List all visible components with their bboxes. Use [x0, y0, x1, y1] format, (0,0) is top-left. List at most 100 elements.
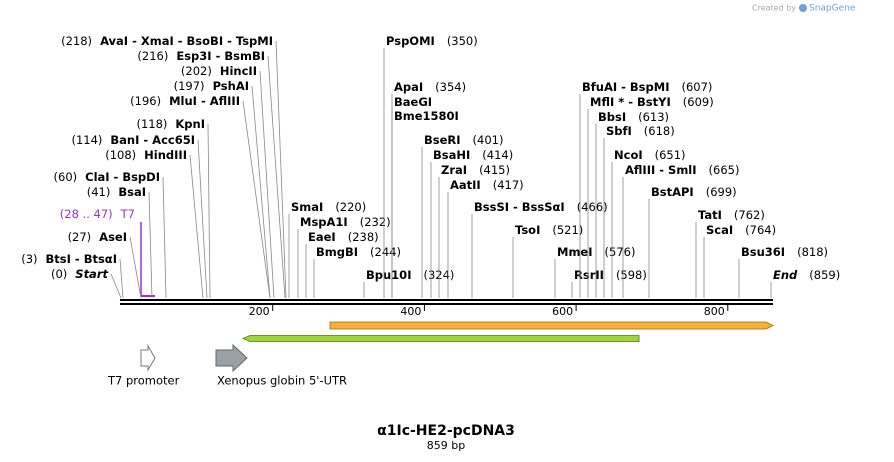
enzyme-site: (27)	[68, 230, 92, 244]
enzyme-name: NcoI	[614, 148, 643, 162]
enzyme-site: (118)	[136, 117, 167, 131]
enzyme-label: ScaI (764)	[706, 223, 776, 237]
enzyme-site: (41)	[87, 185, 111, 199]
enzyme-site: (350)	[447, 34, 478, 48]
enzyme-name: MmeI	[557, 245, 593, 259]
enzyme-site: (521)	[552, 223, 583, 237]
enzyme-name: BssSI - BssSαI	[474, 200, 565, 214]
feature-name: T7 promoter	[107, 374, 180, 388]
enzyme-site: (415)	[479, 163, 510, 177]
enzyme-name: TatI	[698, 208, 722, 222]
enzyme-label: (3) BtsI - BtsαI	[21, 252, 117, 266]
enzyme-label: (27) AseI	[68, 230, 127, 244]
enzyme-label: BseRI (401)	[424, 133, 503, 147]
map-length: 859 bp	[427, 439, 465, 452]
feature-name: Xenopus globin 5'-UTR	[217, 374, 347, 388]
enzyme-name: ClaI - BspDI	[85, 170, 160, 184]
enzyme-name: BmgBI	[316, 245, 358, 259]
enzyme-name: Bme1580I	[394, 109, 459, 123]
enzyme-site: (354)	[435, 80, 466, 94]
orange-feature	[329, 321, 774, 330]
logo: SnapGene	[809, 4, 856, 14]
enzyme-label: (218) AvaI - XmaI - BsoBI - TspMI	[61, 34, 273, 48]
enzyme-site: (216)	[137, 49, 168, 63]
enzyme-label: MspA1I (232)	[300, 215, 391, 229]
backbone-top	[120, 299, 773, 301]
enzyme-site: (238)	[348, 230, 379, 244]
enzyme-name: ApaI	[394, 80, 423, 94]
ruler-label: 200	[249, 305, 270, 318]
enzyme-site: (607)	[681, 80, 712, 94]
enzyme-site: (859)	[809, 268, 840, 282]
map-title: α1Ic-HE2-pcDNA3	[377, 423, 515, 439]
enzyme-label: Bpu10I (324)	[366, 268, 454, 282]
enzyme-name: MflI * - BstYI	[590, 95, 671, 109]
enzyme-name: KpnI	[175, 117, 205, 131]
enzyme-name: AatII	[450, 178, 481, 192]
enzyme-site: (401)	[473, 133, 504, 147]
enzyme-name: BsaI	[118, 185, 146, 199]
enzyme-site: (665)	[709, 163, 740, 177]
enzyme-label: (216) Esp3I - BsmBI	[137, 49, 265, 63]
enzyme-label: (196) MluI - AflIII	[130, 94, 240, 108]
enzyme-site: (0)	[51, 267, 67, 281]
enzyme-label: Bsu36I (818)	[741, 245, 828, 259]
enzyme-name: BfuAI - BspMI	[582, 80, 669, 94]
enzyme-name: AseI	[99, 230, 127, 244]
connector	[189, 154, 204, 299]
enzyme-site: (197)	[174, 79, 205, 93]
green-feature	[241, 335, 640, 342]
connector	[197, 139, 208, 299]
enzyme-name: MspA1I	[300, 215, 348, 229]
enzyme-name: BstAPI	[651, 185, 694, 199]
connector	[275, 40, 287, 299]
enzyme-label: SmaI (220)	[291, 200, 366, 214]
enzyme-site: (818)	[797, 245, 828, 259]
enzyme-label: BssSI - BssSαI (466)	[474, 200, 608, 214]
enzyme-label: TatI (762)	[698, 208, 765, 222]
enzyme-label: ZraI (415)	[441, 163, 510, 177]
enzyme-name: BaeGI	[394, 95, 432, 109]
enzyme-site: (618)	[644, 124, 675, 138]
enzyme-name: ZraI	[441, 163, 467, 177]
enzyme-name: RsrII	[574, 268, 604, 282]
enzyme-label: (0) Start	[51, 267, 109, 281]
enzyme-label: EaeI (238)	[308, 230, 379, 244]
enzyme-name: Bsu36I	[741, 245, 785, 259]
enzyme-name: AvaI - XmaI - BsoBI - TspMI	[100, 34, 273, 48]
enzyme-site: (232)	[360, 215, 391, 229]
connector	[207, 123, 211, 299]
enzyme-site: (598)	[616, 268, 647, 282]
enzyme-label: (41) BsaI	[87, 185, 146, 199]
feature-label: (28 .. 47) T7	[60, 207, 135, 221]
credit: Created by	[752, 4, 796, 13]
connector	[259, 70, 275, 299]
globin-utr-arrow	[215, 343, 248, 373]
enzyme-site: (218)	[61, 34, 92, 48]
enzyme-site: (108)	[105, 148, 136, 162]
enzyme-name: SbfI	[606, 124, 632, 138]
connector	[110, 273, 122, 299]
enzyme-site: (414)	[482, 148, 513, 162]
enzyme-name: Bpu10I	[366, 268, 411, 282]
enzyme-label: Bme1580I	[394, 109, 459, 123]
enzyme-label: (118) KpnI	[136, 117, 205, 131]
enzyme-label: (114) BanI - Acc65I	[71, 133, 195, 147]
enzyme-label: AflIII - SmlI (665)	[625, 163, 739, 177]
logo-icon	[799, 4, 807, 12]
connector	[267, 55, 286, 299]
enzyme-name: EaeI	[308, 230, 336, 244]
enzyme-name: AflIII - SmlI	[625, 163, 697, 177]
backbone-bottom	[120, 303, 773, 305]
enzyme-label: (202) HincII	[181, 64, 257, 78]
connector	[148, 191, 153, 299]
enzyme-site: (609)	[683, 95, 714, 109]
enzyme-site: (466)	[577, 200, 608, 214]
ruler-label: 600	[552, 305, 573, 318]
enzyme-name: TsoI	[515, 223, 540, 237]
enzyme-label: AatII (417)	[450, 178, 524, 192]
enzyme-name: MluI - AflIII	[169, 94, 240, 108]
enzyme-label: BaeGI	[394, 95, 432, 109]
enzyme-site: (651)	[655, 148, 686, 162]
enzyme-label: (60) ClaI - BspDI	[54, 170, 160, 184]
